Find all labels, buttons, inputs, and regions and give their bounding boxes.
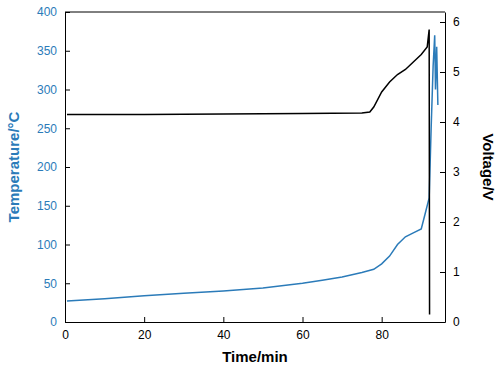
- x-axis-tick: 20: [138, 317, 152, 342]
- y2-axis-tick-mark: [440, 222, 445, 223]
- y-axis-tick-label: 50: [44, 277, 58, 291]
- y2-axis-tick-label: 5: [453, 65, 460, 79]
- x-axis-tick: 60: [296, 317, 310, 342]
- y-axis-tick-mark: [65, 283, 70, 284]
- y-axis-tick-label: 150: [37, 199, 57, 213]
- x-axis-tick-label: 20: [138, 328, 152, 342]
- y2-axis-tick: 6: [440, 15, 460, 29]
- y-axis-tick: 150: [37, 199, 70, 213]
- y2-axis-tick-label: 1: [453, 265, 460, 279]
- y-axis-tick-label: 400: [37, 5, 57, 19]
- y2-axis-tick: 3: [440, 165, 460, 179]
- y-axis-title: Temperature/°C: [5, 111, 22, 222]
- y2-axis-tick: 0: [440, 315, 460, 329]
- y-axis-tick-label: 200: [37, 160, 57, 174]
- chart-svg: 0 20 40 60 80 0 50 100 150 200 250 300 350 400 0 1 2 3 4 5 6…: [0, 0, 500, 375]
- y2-axis-tick-mark: [440, 72, 445, 73]
- y2-axis-title: Voltage/V: [480, 133, 497, 200]
- y-axis-tick-mark: [65, 90, 70, 91]
- x-axis: 0 20 40 60 80: [62, 317, 445, 342]
- y-axis-tick-label: 250: [37, 122, 57, 136]
- x-axis-tick-mark: [223, 317, 224, 322]
- y2-axis-tick-label: 4: [453, 115, 460, 129]
- x-axis-tick-label: 40: [217, 328, 231, 342]
- x-axis-tick-label: 0: [62, 328, 69, 342]
- series-line: [67, 30, 430, 315]
- y-axis-tick-label: 300: [37, 83, 57, 97]
- y-axis-tick: 350: [37, 44, 70, 58]
- y2-axis-tick-label: 0: [453, 315, 460, 329]
- y-axis-tick-mark: [65, 128, 70, 129]
- y2-axis-tick: 2: [440, 215, 460, 229]
- y-axis-tick-mark: [65, 206, 70, 207]
- chart-container: 0 20 40 60 80 0 50 100 150 200 250 300 350 400 0 1 2 3 4 5 6…: [0, 0, 500, 375]
- y-axis-tick: 400: [37, 5, 70, 19]
- x-axis-tick: 80: [375, 317, 389, 342]
- y-axis-tick-mark: [65, 51, 70, 52]
- y-axis-tick-label: 100: [37, 238, 57, 252]
- y-axis-tick: 0: [50, 315, 70, 329]
- y-axis-tick: 50: [44, 277, 70, 291]
- y-axis-tick: 100: [37, 238, 70, 252]
- y2-axis-tick-mark: [440, 122, 445, 123]
- y-axis-tick-mark: [65, 245, 70, 246]
- y2-axis-tick: 4: [440, 115, 460, 129]
- y2-axis-tick-mark: [440, 172, 445, 173]
- x-axis-tick-label: 60: [296, 328, 310, 342]
- x-axis-tick-label: 80: [375, 328, 389, 342]
- x-axis-tick-mark: [382, 317, 383, 322]
- y-axis-tick: 300: [37, 83, 70, 97]
- series-line: [67, 35, 438, 301]
- y2-axis-line: [445, 13, 446, 323]
- y2-axis-tick-label: 3: [453, 165, 460, 179]
- frame-top: [65, 12, 445, 13]
- y2-axis-tick: 1: [440, 265, 460, 279]
- y2-axis-tick: 5: [440, 65, 460, 79]
- y2-axis: 0 1 2 3 4 5 6: [440, 13, 460, 330]
- y2-axis-tick-mark: [440, 272, 445, 273]
- y-axis-tick-mark: [65, 322, 70, 323]
- x-axis-tick-mark: [303, 317, 304, 322]
- y-axis-tick-mark: [65, 167, 70, 168]
- x-axis-line: [66, 322, 446, 323]
- y-axis-tick: 250: [37, 122, 70, 136]
- y-axis-tick: 200: [37, 160, 70, 174]
- series-group: [67, 30, 438, 315]
- y2-axis-tick-mark: [440, 22, 445, 23]
- y-axis: 0 50 100 150 200 250 300 350 400: [37, 5, 70, 329]
- plot: 0 20 40 60 80 0 50 100 150 200 250 300 350 400 0 1 2 3 4 5 6…: [5, 5, 497, 365]
- y-axis-tick-label: 350: [37, 44, 57, 58]
- y2-axis-tick-label: 6: [453, 15, 460, 29]
- y-axis-tick-label: 0: [50, 315, 57, 329]
- y-axis-tick-mark: [65, 12, 70, 13]
- y2-axis-tick-label: 2: [453, 215, 460, 229]
- y2-axis-tick-mark: [440, 322, 445, 323]
- x-axis-tick: 40: [217, 317, 231, 342]
- x-axis-title: Time/min: [222, 348, 288, 365]
- x-axis-tick-mark: [144, 317, 145, 322]
